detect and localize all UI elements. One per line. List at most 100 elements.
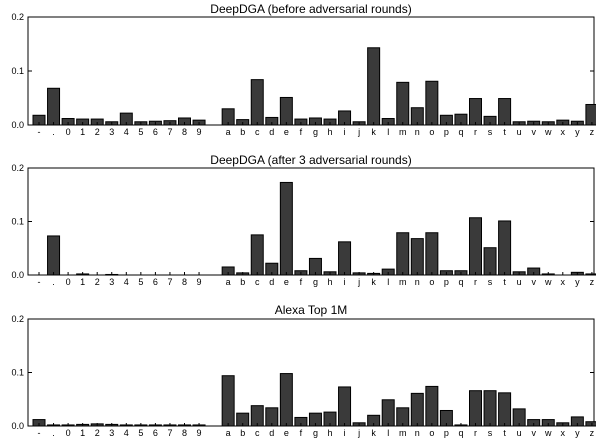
- x-tick-label: 4: [124, 277, 129, 287]
- x-tick-label: 2: [95, 428, 100, 438]
- x-tick-label: u: [517, 428, 522, 438]
- x-tick-label: x: [561, 277, 566, 287]
- x-tick-label: 7: [167, 277, 172, 287]
- y-tick-label: 0.1: [11, 66, 24, 76]
- x-tick-label: -: [38, 127, 41, 137]
- x-tick-label: 8: [182, 277, 187, 287]
- x-tick-label: v: [531, 277, 536, 287]
- x-tick-label: w: [544, 127, 552, 137]
- x-tick-label: e: [284, 428, 289, 438]
- x-tick-label: 4: [124, 127, 129, 137]
- bar-s: [483, 247, 497, 276]
- x-tick-label: 7: [167, 428, 172, 438]
- x-tick-label: c: [255, 127, 260, 137]
- x-tick-label: t: [503, 277, 506, 287]
- x-tick-label: y: [575, 277, 580, 287]
- x-tick-label: k: [371, 428, 376, 438]
- x-tick-label: 6: [153, 428, 158, 438]
- x-tick-label: t: [503, 428, 506, 438]
- x-tick-label: 6: [153, 277, 158, 287]
- x-tick-label: p: [444, 127, 449, 137]
- x-tick-label: 9: [197, 277, 202, 287]
- x-tick-label: h: [327, 127, 332, 137]
- x-tick-label: b: [240, 428, 245, 438]
- chart-title: DeepDGA (before adversarial rounds): [210, 2, 411, 16]
- x-tick-label: r: [474, 428, 477, 438]
- x-tick-label: n: [415, 428, 420, 438]
- x-tick-label: k: [371, 127, 376, 137]
- x-tick-label: z: [590, 428, 595, 438]
- x-tick-label: w: [544, 277, 552, 287]
- x-tick-label: b: [240, 127, 245, 137]
- x-tick-label: 0: [66, 277, 71, 287]
- x-tick-label: m: [399, 277, 407, 287]
- x-tick-label: 9: [197, 127, 202, 137]
- x-tick-label: y: [575, 428, 580, 438]
- x-tick-label: x: [561, 127, 566, 137]
- bar-i: [338, 241, 352, 276]
- x-tick-label: r: [474, 277, 477, 287]
- bar-n: [410, 392, 424, 427]
- bar-z: [585, 421, 596, 427]
- y-tick-label: 0.0: [11, 270, 24, 280]
- x-tick-label: l: [387, 277, 389, 287]
- x-tick-label: e: [284, 127, 289, 137]
- x-tick-label: .: [52, 277, 55, 287]
- y-tick-label: 0.2: [11, 314, 24, 324]
- x-tick-label: q: [458, 127, 463, 137]
- bar-o: [425, 232, 439, 276]
- x-tick-label: g: [313, 127, 318, 137]
- bar-m: [396, 232, 410, 276]
- x-tick-label: f: [300, 277, 303, 287]
- x-tick-label: t: [503, 127, 506, 137]
- y-tick-label: 0.1: [11, 217, 24, 227]
- x-tick-label: o: [429, 277, 434, 287]
- x-tick-label: d: [269, 277, 274, 287]
- chart-panel-3: Alexa Top 1M 0.0 0.1 0.2 -. 0 1 2 3 4 5 6 7 8 9 a b c d e f g…: [11, 303, 596, 438]
- x-tick-label: 3: [109, 127, 114, 137]
- x-tick-label: 3: [109, 428, 114, 438]
- bar-z: [585, 273, 596, 276]
- x-tick-label: a: [226, 127, 231, 137]
- x-tick-label: 1: [80, 127, 85, 137]
- x-tick-label: h: [327, 428, 332, 438]
- x-tick-label: 5: [138, 428, 143, 438]
- bar-o: [425, 80, 439, 126]
- x-tick-label: s: [488, 277, 493, 287]
- bar-c: [250, 234, 264, 276]
- x-tick-label: h: [327, 277, 332, 287]
- bar-e: [279, 181, 293, 276]
- bar-.: [47, 235, 61, 276]
- x-tick-label: f: [300, 127, 303, 137]
- x-tick-label: v: [531, 127, 536, 137]
- bar-l: [381, 399, 395, 427]
- bar-m: [396, 81, 410, 126]
- bar-.: [47, 87, 61, 126]
- bar-r: [469, 98, 482, 126]
- bar-e: [279, 373, 293, 427]
- x-tick-label: i: [344, 127, 346, 137]
- x-tick-label: i: [344, 277, 346, 287]
- bar-k: [367, 47, 381, 126]
- x-tick-label: o: [429, 127, 434, 137]
- x-tick-label: j: [357, 428, 360, 438]
- x-tick-label: 3: [109, 277, 114, 287]
- x-tick-label: a: [226, 428, 231, 438]
- bar-r: [469, 217, 482, 276]
- x-tick-label: l: [387, 127, 389, 137]
- x-tick-label: f: [300, 428, 303, 438]
- x-tick-label: d: [269, 127, 274, 137]
- x-tick-label: 6: [153, 127, 158, 137]
- bar-c: [250, 405, 264, 427]
- x-tick-label: d: [269, 428, 274, 438]
- bar-t: [498, 98, 512, 126]
- chart-title: DeepDGA (after 3 adversarial rounds): [210, 153, 411, 167]
- x-tick-label: 5: [138, 277, 143, 287]
- x-tick-label: u: [517, 277, 522, 287]
- x-tick-label: u: [517, 127, 522, 137]
- x-tick-label: s: [488, 428, 493, 438]
- bar-z: [585, 103, 596, 126]
- bar-e: [279, 96, 293, 126]
- x-tick-label: w: [544, 428, 552, 438]
- x-tick-label: a: [226, 277, 231, 287]
